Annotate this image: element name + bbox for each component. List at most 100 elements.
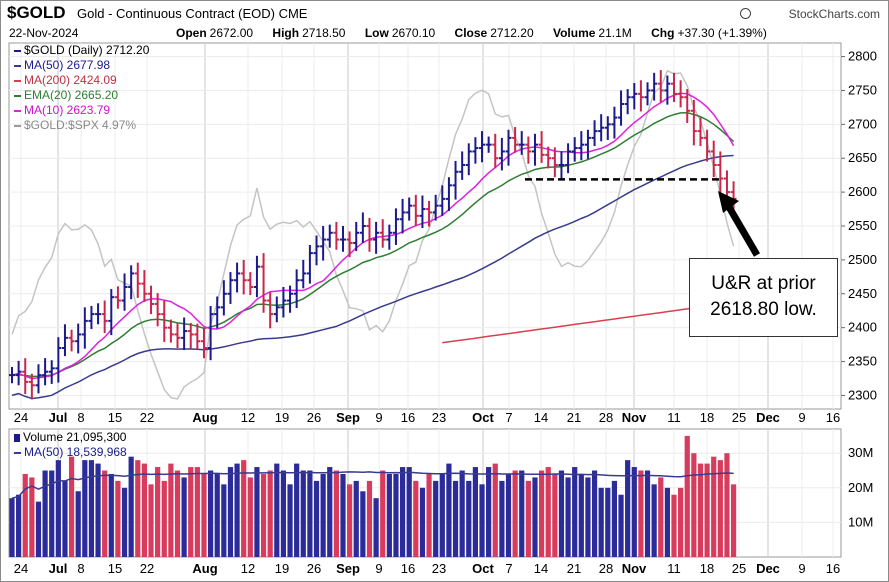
- volume-bar: [519, 470, 525, 557]
- volume-bar: [446, 463, 452, 557]
- price-bar: [472, 137, 479, 164]
- price-bar: [591, 120, 598, 147]
- x-tick-label: 9: [798, 410, 805, 425]
- volume-bar: [340, 473, 346, 557]
- price-bar: [465, 143, 472, 176]
- x-tick-label: 26: [307, 410, 321, 425]
- volume-bar: [108, 473, 114, 557]
- x-tick-label: 16: [826, 410, 840, 425]
- volume-bar: [505, 473, 512, 557]
- volume-bar: [664, 487, 670, 557]
- price-bar: [154, 293, 161, 327]
- volume-bar: [618, 494, 624, 557]
- price-bar: [366, 217, 373, 252]
- price-bar: [611, 106, 618, 139]
- price-bar: [42, 358, 49, 386]
- price-bar: [392, 208, 399, 245]
- volume-bar: [532, 477, 538, 557]
- legend-swatch: [14, 64, 21, 67]
- volume-bar: [691, 453, 697, 557]
- volume-bar: [227, 467, 234, 557]
- x-tick-label: 23: [432, 561, 446, 576]
- x-tick-label: 26: [307, 561, 321, 576]
- volume-bar: [439, 473, 445, 557]
- price-bar: [584, 129, 591, 159]
- volume-bar: [161, 480, 167, 557]
- price-bar: [340, 226, 346, 252]
- x-tick-label: 22: [140, 410, 154, 425]
- price-bar: [333, 221, 340, 250]
- volume-bar: [55, 460, 61, 557]
- legend-ema20: EMA(20) 2665.20: [14, 88, 149, 103]
- price-bar: [81, 307, 88, 349]
- price-bar: [419, 195, 426, 229]
- volume-bar: [512, 470, 518, 557]
- price-bar: [565, 143, 572, 174]
- volume-bar: [247, 477, 253, 557]
- price-bar: [320, 226, 327, 261]
- volume-bar: [135, 460, 141, 557]
- price-bar: [15, 360, 22, 386]
- price-bar: [260, 253, 267, 313]
- x-tick-label: 16: [826, 561, 840, 576]
- volume-bar: [254, 467, 260, 557]
- volume-bar: [300, 470, 306, 557]
- volume-bar: [115, 480, 121, 557]
- volume-bar: [433, 480, 439, 557]
- legend-ratio: $GOLD:$SPX 4.97%: [14, 118, 149, 133]
- price-bar: [220, 280, 227, 316]
- legend-swatch: [14, 109, 21, 112]
- close-label: Close: [454, 26, 488, 40]
- x-tick-label: Nov: [622, 410, 647, 425]
- price-bar: [214, 296, 221, 329]
- price-bar: [406, 197, 413, 221]
- y-tick-label: 2400: [848, 320, 877, 335]
- volume-bar: [452, 480, 459, 557]
- quote-summary: Open 2672.00 High 2718.50 Low 2670.10 Close…: [176, 26, 783, 40]
- price-bar: [174, 323, 181, 348]
- x-tick-label: 22: [140, 561, 154, 576]
- price-bar: [704, 129, 711, 162]
- legend-swatch: [14, 451, 21, 454]
- volume-bar: [267, 470, 273, 557]
- price-bar: [578, 131, 585, 161]
- volume-bar: [141, 463, 147, 557]
- price-bar: [624, 89, 631, 115]
- volume-bar: [638, 470, 644, 557]
- price-bar: [664, 75, 671, 105]
- volume-bar: [327, 467, 333, 557]
- volume-bar: [95, 463, 101, 557]
- volume-bar: [148, 484, 154, 557]
- price-bar: [492, 133, 499, 169]
- volume-bar: [128, 456, 134, 557]
- brand-name[interactable]: StockCharts.com: [788, 7, 880, 21]
- price-bar: [459, 151, 466, 180]
- price-bar: [114, 286, 121, 309]
- legend-price: $GOLD (Daily) 2712.20: [14, 43, 149, 58]
- price-bar: [187, 322, 194, 349]
- volume-bar: [399, 467, 406, 557]
- x-tick-label: 23: [432, 410, 446, 425]
- volume-bar: [611, 480, 618, 557]
- price-bar: [287, 285, 294, 313]
- volume-bar: [194, 467, 200, 557]
- y-tick-label: 2600: [848, 184, 877, 199]
- volume-bar: [75, 491, 81, 557]
- volume-bar: [373, 498, 379, 557]
- volume-ma50-line: [11, 471, 734, 499]
- price-bar: [512, 127, 519, 153]
- price-bar: [432, 194, 439, 221]
- price-bar: [101, 300, 108, 334]
- annotation-callout: U&R at prior 2618.80 low.: [689, 258, 838, 337]
- volume-bar: [459, 470, 465, 557]
- price-bar: [167, 319, 174, 343]
- price-bar: [690, 99, 697, 146]
- volume-bar: [313, 480, 320, 557]
- volume-bar: [671, 494, 677, 557]
- volume-bar: [241, 460, 247, 557]
- volume-bar: [102, 470, 108, 557]
- price-bar: [598, 114, 605, 142]
- volume-bar: [68, 456, 75, 557]
- volume-bar: [208, 470, 214, 557]
